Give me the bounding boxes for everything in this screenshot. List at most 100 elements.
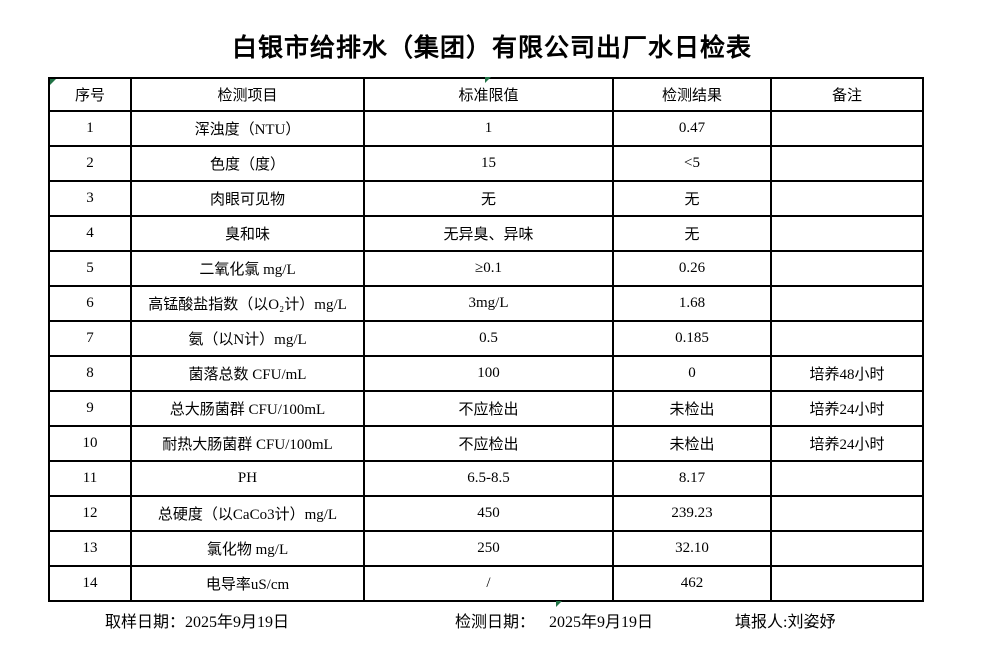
column-header-item: 检测项目 bbox=[130, 77, 365, 112]
table-row: 10 耐热大肠菌群 CFU/100mL 不应检出 未检出 培养24小时 bbox=[48, 425, 924, 462]
cell-limit: 不应检出 bbox=[363, 390, 614, 427]
table-row: 6 高锰酸盐指数（以O₂计）mg/L 3mg/L 1.68 bbox=[48, 285, 924, 322]
cell-result: 无 bbox=[612, 180, 772, 217]
reporter-label: 填报人: bbox=[735, 614, 788, 631]
table-row: 11 PH 6.5-8.5 8.17 bbox=[48, 460, 924, 497]
cell-result: 未检出 bbox=[612, 425, 772, 462]
table-row: 5 二氧化氯 mg/L ≥0.1 0.26 bbox=[48, 250, 924, 287]
column-header-no: 序号 bbox=[48, 77, 132, 112]
reporter-name: 刘姿妤 bbox=[787, 614, 836, 631]
table-body: 1 浑浊度（NTU） 1 0.47 2 色度（度） 15 <5 3 肉眼可见物无无 4 臭和味 无异臭、… bbox=[48, 110, 924, 602]
cell-item: 臭和味 bbox=[130, 215, 365, 252]
cell-no: 2 bbox=[48, 145, 132, 182]
page-title: 白银市给排水（集团）有限公司出厂水日检表 bbox=[231, 35, 752, 62]
cell-result: 0.26 bbox=[612, 250, 772, 287]
sampling-date-label: 取样日期： bbox=[105, 614, 186, 631]
cell-limit: 6.5-8.5 bbox=[363, 460, 614, 497]
excel-error-marker-icon bbox=[50, 79, 56, 85]
table-row: 4 臭和味 无异臭、异味无 bbox=[48, 215, 924, 252]
cell-result: 0 bbox=[612, 355, 772, 392]
cell-limit: 15 bbox=[363, 145, 614, 182]
cell-result: 239.23 bbox=[612, 495, 772, 532]
cell-no: 13 bbox=[48, 530, 132, 567]
table-row: 1 浑浊度（NTU） 1 0.47 bbox=[48, 110, 924, 147]
table-row: 2 色度（度） 15 <5 bbox=[48, 145, 924, 182]
table-row: 13 氯化物 mg/L 250 32.10 bbox=[48, 530, 924, 567]
cell-note bbox=[770, 215, 924, 252]
cell-no: 4 bbox=[48, 215, 132, 252]
column-header-note: 备注 bbox=[770, 77, 924, 112]
cell-no: 14 bbox=[48, 565, 132, 602]
cell-note: 培养48小时 bbox=[770, 355, 924, 392]
table-row: 3 肉眼可见物无无 bbox=[48, 180, 924, 217]
cell-note bbox=[770, 250, 924, 287]
cell-result: 1.68 bbox=[612, 285, 772, 322]
cell-limit: 450 bbox=[363, 495, 614, 532]
cell-item: 浑浊度（NTU） bbox=[130, 110, 365, 147]
cell-note bbox=[770, 320, 924, 357]
test-date-field: 检测日期： 2025年9月19日 bbox=[455, 608, 653, 632]
cell-note bbox=[770, 565, 924, 602]
test-date-label: 检测日期： bbox=[455, 614, 536, 631]
cell-no: 10 bbox=[48, 425, 132, 462]
cell-limit: 无异臭、异味 bbox=[363, 215, 614, 252]
cell-note bbox=[770, 285, 924, 322]
sampling-date-field: 取样日期：2025年9月19日 bbox=[105, 608, 289, 632]
excel-error-marker-icon bbox=[556, 601, 562, 607]
cell-item: 高锰酸盐指数（以O₂计）mg/L bbox=[130, 285, 365, 322]
table-row: 14 电导率uS/cm/462 bbox=[48, 565, 924, 602]
cell-result: 462 bbox=[612, 565, 772, 602]
cell-limit: 0.5 bbox=[363, 320, 614, 357]
cell-limit: 100 bbox=[363, 355, 614, 392]
cell-limit: 3mg/L bbox=[363, 285, 614, 322]
cell-limit: 无 bbox=[363, 180, 614, 217]
cell-note bbox=[770, 495, 924, 532]
cell-limit: 250 bbox=[363, 530, 614, 567]
cell-limit: ≥0.1 bbox=[363, 250, 614, 287]
cell-result: 32.10 bbox=[612, 530, 772, 567]
cell-item: 肉眼可见物 bbox=[130, 180, 365, 217]
cell-result: 未检出 bbox=[612, 390, 772, 427]
cell-note bbox=[770, 180, 924, 217]
cell-result: 无 bbox=[612, 215, 772, 252]
cell-note bbox=[770, 110, 924, 147]
cell-note bbox=[770, 145, 924, 182]
cell-result: 0.47 bbox=[612, 110, 772, 147]
cell-no: 1 bbox=[48, 110, 132, 147]
cell-item: 总大肠菌群 CFU/100mL bbox=[130, 390, 365, 427]
cell-no: 5 bbox=[48, 250, 132, 287]
cell-item: 色度（度） bbox=[130, 145, 365, 182]
sampling-date-value: 2025年9月19日 bbox=[185, 614, 290, 631]
column-header-result: 检测结果 bbox=[612, 77, 772, 112]
cell-no: 8 bbox=[48, 355, 132, 392]
cell-item: 总硬度（以CaCo3计）mg/L bbox=[130, 495, 365, 532]
cell-note bbox=[770, 460, 924, 497]
cell-item: 菌落总数 CFU/mL bbox=[130, 355, 365, 392]
cell-item: 电导率uS/cm bbox=[130, 565, 365, 602]
table-row: 9 总大肠菌群 CFU/100mL 不应检出 未检出 培养24小时 bbox=[48, 390, 924, 427]
cell-note: 培养24小时 bbox=[770, 425, 924, 462]
cell-item: 二氧化氯 mg/L bbox=[130, 250, 365, 287]
cell-note: 培养24小时 bbox=[770, 390, 924, 427]
cell-no: 7 bbox=[48, 320, 132, 357]
cell-result: 0.185 bbox=[612, 320, 772, 357]
cell-item: PH bbox=[130, 460, 365, 497]
cell-no: 12 bbox=[48, 495, 132, 532]
cell-no: 9 bbox=[48, 390, 132, 427]
cell-no: 6 bbox=[48, 285, 132, 322]
cell-result: 8.17 bbox=[612, 460, 772, 497]
cell-limit: 1 bbox=[363, 110, 614, 147]
cell-no: 3 bbox=[48, 180, 132, 217]
column-header-limit: 标准限值 bbox=[363, 77, 614, 112]
table-row: 12 总硬度（以CaCo3计）mg/L 450 239.23 bbox=[48, 495, 924, 532]
test-date-value: 2025年9月19日 bbox=[549, 614, 654, 631]
reporter-field: 填报人:刘姿妤 bbox=[735, 608, 835, 632]
cell-no: 11 bbox=[48, 460, 132, 497]
table-header-row: 序号 检测项目 标准限值 检测结果 备注 bbox=[48, 77, 924, 112]
cell-limit: 不应检出 bbox=[363, 425, 614, 462]
cell-note bbox=[770, 530, 924, 567]
table-row: 7 氨（以N计）mg/L 0.5 0.185 bbox=[48, 320, 924, 357]
cell-item: 耐热大肠菌群 CFU/100mL bbox=[130, 425, 365, 462]
table-row: 8 菌落总数 CFU/mL 100 0 培养48小时 bbox=[48, 355, 924, 392]
cell-limit: / bbox=[363, 565, 614, 602]
